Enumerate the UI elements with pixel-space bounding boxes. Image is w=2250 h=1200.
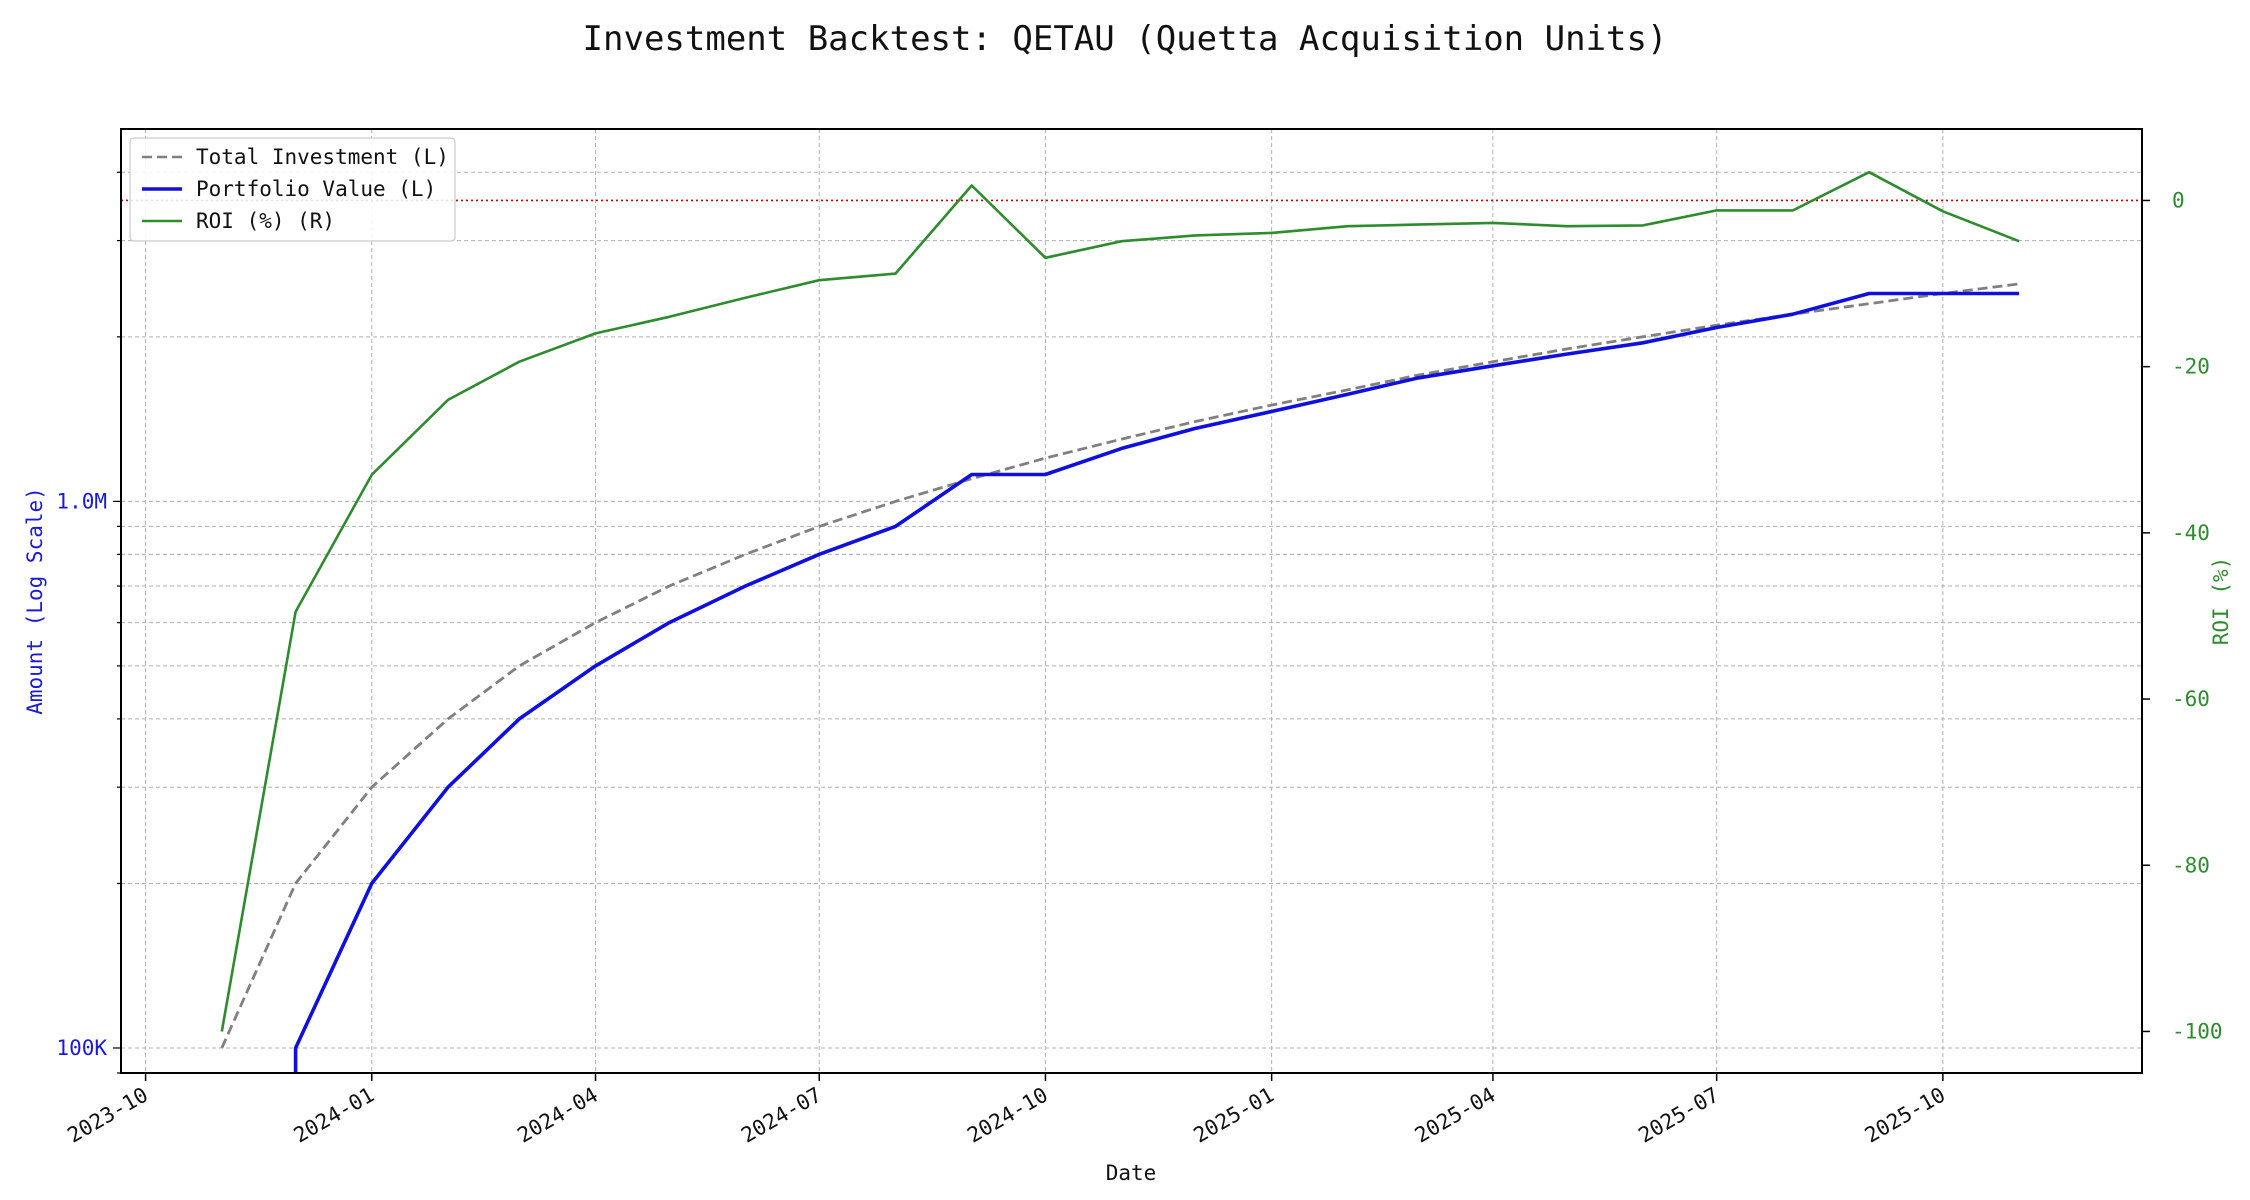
chart-title: Investment Backtest: QETAU (Quetta Acqui… bbox=[583, 19, 1668, 59]
right-tick-label: -40 bbox=[2172, 521, 2210, 545]
series-line-total-investment-l bbox=[220, 282, 2020, 1049]
x-tick-label: 2023-10 bbox=[63, 1083, 152, 1148]
x-tick-label: 2025-07 bbox=[1634, 1083, 1723, 1148]
right-tick-label: -80 bbox=[2172, 853, 2210, 877]
grid-lines bbox=[121, 129, 2142, 1074]
legend: Total Investment (L) Portfolio Value (L) R… bbox=[129, 137, 456, 242]
left-tick-label: 1.0M bbox=[56, 489, 107, 513]
series-line-portfolio-value-l bbox=[293, 291, 2020, 1073]
x-axis-ticks: 2023-10 2024-01 2024-04 2024-07 2024-10 2025-… bbox=[63, 1073, 1949, 1148]
legend-label: Total Investment (L) bbox=[196, 145, 449, 169]
right-tick-label: -20 bbox=[2172, 355, 2210, 379]
x-tick-label: 2025-04 bbox=[1411, 1083, 1500, 1148]
left-axis-label: Amount (Log Scale) bbox=[23, 487, 47, 715]
series-line-roi-r bbox=[220, 170, 2020, 1032]
x-tick-label: 2025-01 bbox=[1189, 1083, 1278, 1148]
left-axis-ticks: 100K 1.0M bbox=[56, 171, 121, 1074]
right-tick-label: -60 bbox=[2172, 687, 2210, 711]
x-tick-label: 2025-10 bbox=[1861, 1083, 1950, 1148]
right-tick-label: 0 bbox=[2172, 188, 2185, 212]
left-tick-label: 100K bbox=[56, 1036, 107, 1060]
series-layer bbox=[220, 170, 2020, 1073]
right-tick-label: -100 bbox=[2172, 1019, 2223, 1043]
x-tick-label: 2024-07 bbox=[737, 1083, 826, 1148]
legend-label: Portfolio Value (L) bbox=[196, 177, 436, 201]
x-tick-label: 2024-04 bbox=[513, 1083, 602, 1148]
legend-box bbox=[129, 137, 456, 242]
right-axis-ticks: 0 -20 -40 -60 -80 -100 bbox=[2142, 188, 2223, 1043]
x-axis-label: Date bbox=[1106, 1161, 1157, 1185]
x-tick-label: 2024-01 bbox=[290, 1083, 379, 1148]
right-axis-label: ROI (%) bbox=[2209, 557, 2233, 646]
legend-label: ROI (%) (R) bbox=[196, 209, 335, 233]
x-tick-label: 2024-10 bbox=[963, 1083, 1052, 1148]
plot-frame bbox=[120, 128, 2143, 1074]
